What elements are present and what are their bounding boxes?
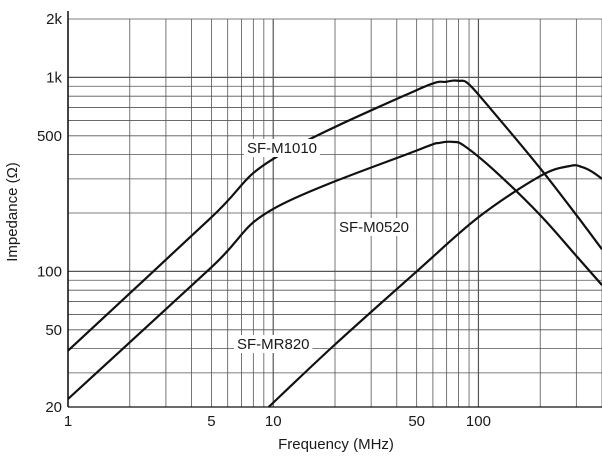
series-label-bg: [234, 335, 313, 353]
series-label-bg: [244, 139, 321, 157]
x-tick-label: 5: [207, 413, 215, 430]
y-tick-label: 50: [45, 322, 62, 339]
y-tick-label: 500: [37, 128, 62, 145]
series-line-sf-mr820: [267, 164, 602, 408]
y-axis-title: Impedance (Ω): [4, 162, 21, 262]
series-line-sf-m0520: [67, 140, 602, 400]
y-tick-label: 20: [45, 399, 62, 416]
series-lines: [67, 79, 602, 408]
x-tick-label: 50: [408, 413, 425, 430]
grid: [67, 11, 602, 408]
series-label-sf-mr820: SF-MR820: [237, 336, 310, 353]
series-label-sf-m0520: SF-M0520: [339, 219, 409, 236]
x-axis-title: Frequency (MHz): [278, 436, 394, 453]
series-line-sf-m1010: [67, 79, 602, 352]
series-label-bg: [336, 218, 413, 236]
series-label-sf-m1010: SF-M1010: [247, 140, 317, 157]
x-tick-label: 1: [64, 413, 72, 430]
x-tick-label: 10: [265, 413, 282, 430]
series-labels: SF-M1010 SF-M0520 SF-MR820: [234, 139, 413, 353]
y-tick-label: 2k: [46, 11, 62, 28]
y-tick-label: 1k: [46, 69, 62, 86]
x-tick-label: 100: [466, 413, 491, 430]
tick-labels: 1 5 10 50 100 20 50 100 500 1k 2k: [37, 11, 491, 430]
y-tick-label: 100: [37, 263, 62, 280]
